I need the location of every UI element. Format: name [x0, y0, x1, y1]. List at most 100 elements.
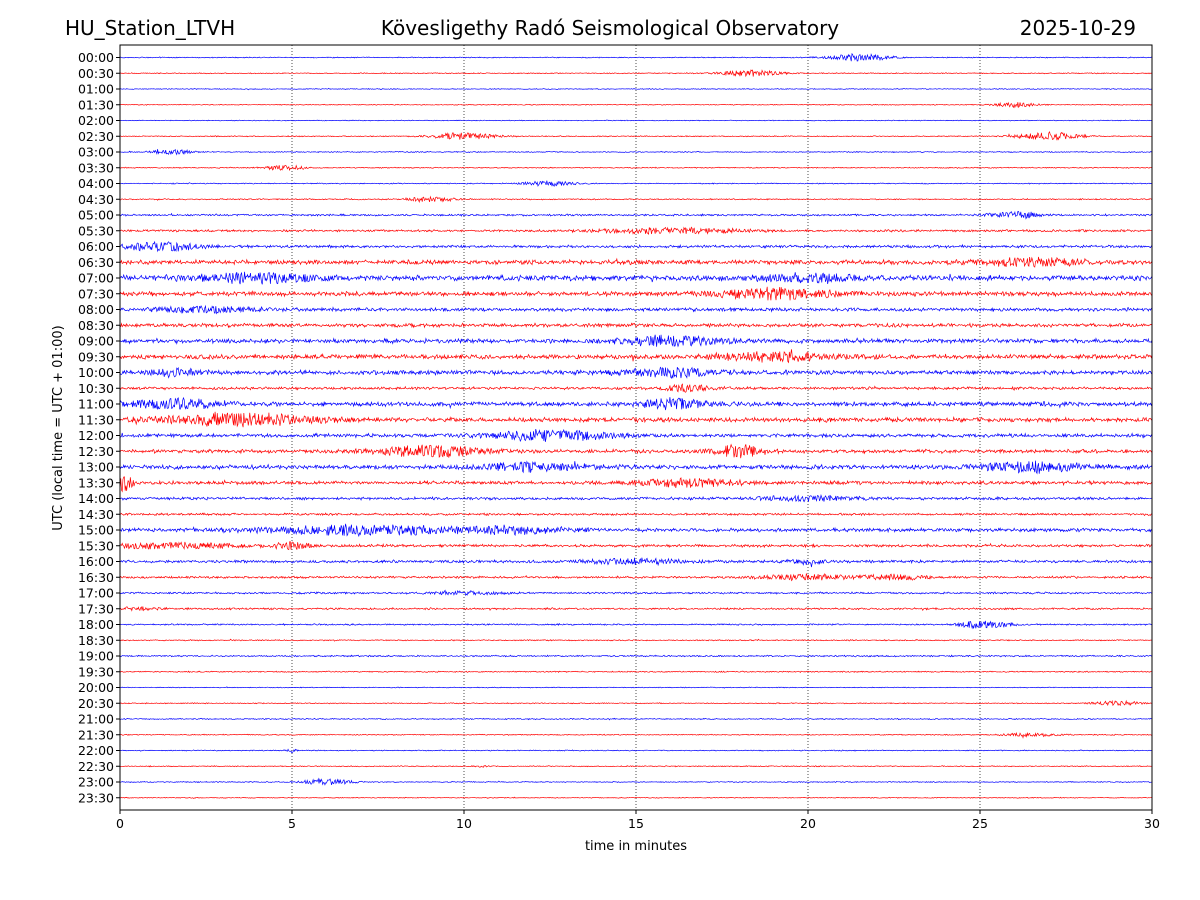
trace-2300	[119, 777, 1153, 786]
trace-1630	[119, 572, 1153, 582]
x-tick-label: 10	[456, 816, 472, 831]
y-tick-label: 19:30	[78, 664, 114, 679]
y-tick-label: 17:30	[78, 601, 114, 616]
trace-1500	[119, 523, 1153, 538]
station-name: HU_Station_LTVH	[65, 16, 235, 40]
y-tick-label: 13:00	[78, 460, 114, 475]
y-tick-label: 07:00	[78, 271, 114, 286]
y-tick-label: 15:00	[78, 523, 114, 538]
y-tick-label: 13:30	[78, 475, 114, 490]
y-tick-label: 08:30	[78, 318, 114, 333]
trace-2130	[119, 731, 1153, 739]
trace-0830	[119, 322, 1153, 329]
trace-0600	[119, 240, 1153, 253]
trace-0630	[119, 256, 1153, 268]
trace-0400	[120, 180, 1153, 187]
y-tick-label: 05:00	[78, 208, 114, 223]
trace-2000	[119, 686, 1153, 689]
y-tick-label: 12:30	[78, 444, 114, 459]
y-tick-label: 18:00	[78, 617, 114, 632]
trace-0000	[119, 52, 1153, 62]
trace-1800	[119, 620, 1153, 630]
trace-0200	[119, 119, 1153, 122]
y-tick-label: 02:30	[78, 129, 114, 144]
trace-0100	[119, 87, 1153, 91]
y-tick-label: 11:30	[78, 412, 114, 427]
y-tick-label: 21:30	[78, 727, 114, 742]
x-tick-label: 20	[800, 816, 816, 831]
trace-1900	[119, 654, 1153, 658]
trace-1200	[119, 428, 1153, 442]
y-tick-label: 10:30	[78, 381, 114, 396]
trace-1930	[119, 670, 1153, 674]
trace-0730	[119, 286, 1153, 301]
y-tick-label: 03:30	[78, 160, 114, 175]
trace-0030	[119, 69, 1153, 78]
y-tick-label: 12:00	[78, 428, 114, 443]
y-tick-label: 23:30	[78, 790, 114, 805]
y-tick-label: 00:00	[78, 50, 114, 65]
trace-1230	[119, 443, 1153, 459]
trace-2230	[119, 764, 1153, 768]
trace-0700	[119, 271, 1153, 285]
y-tick-label: 01:30	[78, 97, 114, 112]
y-tick-label: 01:00	[78, 82, 114, 97]
y-tick-label: 16:00	[78, 554, 114, 569]
trace-0300	[119, 148, 1153, 156]
trace-2200	[119, 748, 1153, 754]
y-tick-label: 04:30	[78, 192, 114, 207]
trace-1330	[119, 476, 1153, 493]
y-tick-label: 06:00	[78, 239, 114, 254]
trace-1100	[119, 396, 1153, 411]
trace-1730	[119, 606, 1153, 612]
y-tick-label: 09:30	[78, 349, 114, 364]
x-tick-label: 25	[972, 816, 988, 831]
x-tick-label: 5	[288, 816, 296, 831]
trace-0500	[119, 210, 1153, 220]
trace-0900	[119, 334, 1153, 348]
trace-1300	[119, 460, 1153, 475]
y-axis-label: UTC (local time = UTC + 01:00)	[51, 325, 66, 530]
trace-0430	[119, 195, 1153, 204]
trace-0330	[119, 164, 1153, 172]
y-tick-label: 05:30	[78, 223, 114, 238]
trace-group	[119, 52, 1153, 799]
trace-2100	[119, 717, 1153, 721]
x-tick-label: 0	[116, 816, 124, 831]
y-tick-label: 08:00	[78, 302, 114, 317]
grid-lines	[291, 45, 981, 810]
y-tick-label: 03:00	[78, 145, 114, 160]
y-tick-label: 02:00	[78, 113, 114, 128]
y-tick-label: 23:00	[78, 775, 114, 790]
y-tick-label: 16:30	[78, 570, 114, 585]
trace-2330	[119, 796, 1153, 799]
x-tick-label: 30	[1144, 816, 1160, 831]
y-tick-label: 00:30	[78, 66, 114, 81]
trace-0930	[119, 349, 1153, 364]
y-tick-label: 07:30	[78, 286, 114, 301]
y-axis-ticks: 00:0000:3001:0001:3002:0002:3003:0003:30…	[78, 50, 120, 805]
y-tick-label: 04:00	[78, 176, 114, 191]
y-tick-label: 17:00	[78, 586, 114, 601]
y-tick-label: 10:00	[78, 365, 114, 380]
plot-frame	[119, 44, 1153, 811]
y-tick-label: 19:00	[78, 649, 114, 664]
chart-date: 2025-10-29	[1020, 16, 1136, 40]
x-tick-label: 15	[628, 816, 644, 831]
trace-1530	[119, 541, 1153, 551]
trace-0800	[119, 304, 1153, 315]
y-tick-label: 15:30	[78, 538, 114, 553]
y-tick-label: 22:30	[78, 759, 114, 774]
trace-1830	[119, 638, 1153, 642]
y-tick-label: 20:00	[78, 680, 114, 695]
y-tick-label: 09:00	[78, 334, 114, 349]
chart-title: Kövesligethy Radó Seismological Observat…	[381, 16, 839, 40]
trace-2030	[119, 699, 1153, 707]
y-tick-label: 22:00	[78, 743, 114, 758]
trace-1430	[119, 512, 1153, 517]
trace-1000	[119, 366, 1153, 380]
y-tick-label: 14:00	[78, 491, 114, 506]
trace-0230	[119, 130, 1153, 141]
trace-1700	[119, 589, 1153, 597]
y-tick-label: 06:30	[78, 255, 114, 270]
